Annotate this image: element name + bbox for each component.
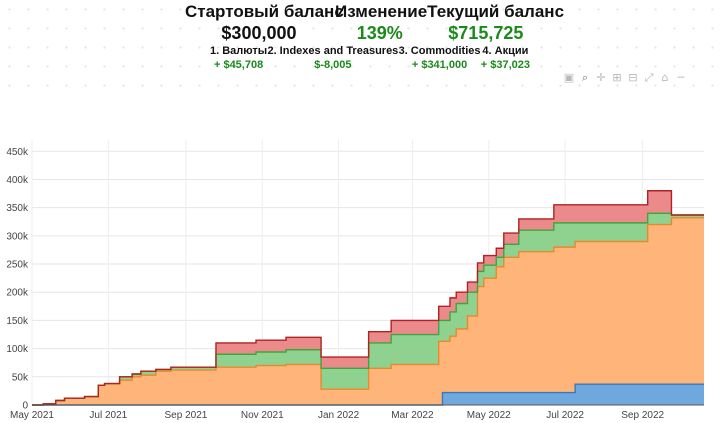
segment-indexes: 2. Indexes and Treasures $-8,005: [267, 45, 398, 71]
x-tick-label: Sep 2022: [621, 410, 664, 421]
y-tick-label: 250k: [6, 260, 29, 271]
y-tick-label: 350k: [6, 203, 29, 214]
start-balance-label: Стартовый баланс: [185, 2, 344, 21]
x-tick-label: May 2021: [10, 410, 54, 421]
x-tick-label: May 2022: [467, 410, 511, 421]
line-red: [32, 190, 704, 406]
segment-value: + $45,708: [213, 59, 264, 71]
area-orange: [32, 217, 704, 405]
x-tick-label: Jul 2021: [89, 410, 127, 421]
x-tick-label: Jan 2022: [318, 410, 360, 421]
segment-name: 3. Commodities: [398, 45, 481, 57]
zoom-in-icon[interactable]: ⊞: [612, 71, 622, 84]
y-tick-label: 200k: [6, 288, 29, 299]
x-tick-label: Sep 2021: [165, 410, 208, 421]
segment-commodities: 3. Commodities + $341,000: [399, 45, 481, 71]
x-tick-label: Jul 2022: [546, 410, 584, 421]
x-axis: May 2021 Jul 2021 Sep 2021 Nov 2021 Jan 2022…: [10, 410, 664, 421]
segment-value: + $37,023: [480, 59, 530, 71]
chart-lines: [32, 190, 704, 406]
change-value: 139%: [356, 23, 403, 43]
segment-value: $-8,005: [314, 59, 352, 71]
pan-icon[interactable]: ✛: [596, 71, 606, 84]
y-tick-label: 0: [22, 401, 28, 412]
stacked-area-chart[interactable]: 0 50k 100k 150k 200k 250k 300k 350k 400k 450k May…: [0, 140, 720, 423]
y-tick-label: 450k: [6, 147, 29, 158]
y-tick-label: 50k: [12, 372, 29, 383]
autoscale-icon[interactable]: ⤢: [644, 71, 654, 84]
camera-icon[interactable]: ▣: [563, 71, 575, 84]
zoom-out-icon[interactable]: ⊟: [628, 71, 638, 84]
chart-areas: [32, 190, 704, 405]
segment-stocks: 4. Акции + $37,023: [481, 45, 530, 71]
area-blue: [32, 384, 704, 405]
y-tick-label: 150k: [6, 316, 29, 327]
summary-header: Стартовый баланс Изменение Текущий балан…: [185, 2, 565, 44]
segment-value: + $341,000: [411, 59, 468, 71]
start-balance-value: $300,000: [221, 23, 297, 43]
segment-currencies: 1. Валюты + $45,708: [210, 45, 267, 71]
spike-lines-icon[interactable]: ─: [677, 71, 685, 84]
segment-name: 1. Валюты: [210, 45, 268, 57]
x-tick-label: Mar 2022: [391, 410, 434, 421]
current-balance-value: $715,725: [448, 23, 524, 43]
y-tick-label: 100k: [6, 344, 29, 355]
dotted-background: [0, 0, 720, 95]
segment-name: 2. Indexes and Treasures: [267, 45, 399, 57]
reset-axes-icon[interactable]: ⌂: [661, 71, 669, 84]
zoom-icon[interactable]: ⌕: [581, 71, 589, 84]
current-balance-label: Текущий баланс: [427, 2, 565, 21]
y-axis: 0 50k 100k 150k 200k 250k 300k 350k 400k 450k: [6, 147, 29, 412]
change-label: Изменение: [335, 2, 428, 21]
chart-toolbar: ▣ ⌕ ✛ ⊞ ⊟ ⤢ ⌂ ─: [563, 72, 687, 84]
segment-name: 4. Акции: [482, 45, 529, 57]
y-tick-label: 300k: [6, 231, 29, 242]
segment-summary: 1. Валюты + $45,708 2. Indexes and Treas…: [210, 45, 530, 71]
y-tick-label: 400k: [6, 175, 29, 186]
x-tick-label: Nov 2021: [241, 410, 284, 421]
